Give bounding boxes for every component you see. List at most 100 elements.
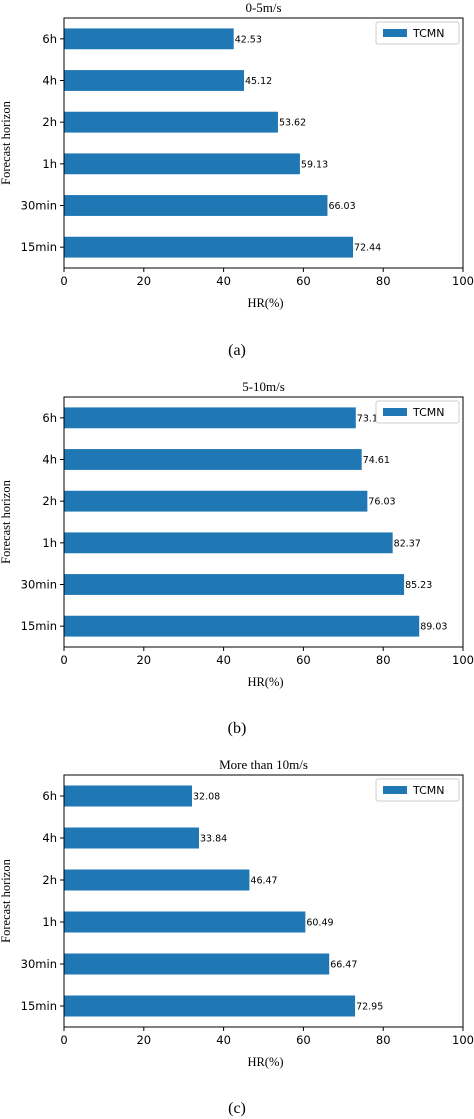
x-tick-label: 80 <box>376 1033 391 1047</box>
y-tick-label: 4h <box>42 74 57 88</box>
x-tick-label: 60 <box>296 274 311 288</box>
bar <box>64 449 362 470</box>
bar-value-label: 42.53 <box>235 34 262 45</box>
bar-value-label: 33.84 <box>200 834 227 845</box>
y-axis-label: Forecast horizon <box>0 479 13 563</box>
axes-frame <box>63 774 464 1028</box>
legend-box <box>375 778 460 802</box>
y-tick-label: 15min <box>21 999 57 1013</box>
x-tick-label: 40 <box>216 1033 231 1047</box>
y-tick-label: 1h <box>42 157 57 171</box>
x-tick-label: 60 <box>296 653 311 667</box>
bar-value-label: 72.95 <box>356 1002 383 1013</box>
bar-value-label: 72.44 <box>354 243 381 254</box>
y-axis-label: Forecast horizon <box>0 858 13 942</box>
y-axis-label: Forecast horizon <box>0 100 13 184</box>
bar <box>64 953 330 975</box>
bar <box>64 70 245 91</box>
bar-value-label: 60.49 <box>306 918 333 929</box>
y-tick-label: 30min <box>21 957 57 971</box>
bar <box>64 827 200 849</box>
x-axis-label: HR(%) <box>247 675 283 689</box>
bar <box>64 236 354 258</box>
bar <box>64 869 250 891</box>
panel-caption: (c) <box>228 1100 246 1117</box>
bar <box>64 785 192 807</box>
x-tick-label: 40 <box>216 274 231 288</box>
legend: TCMN <box>375 400 460 424</box>
bar-value-label: 32.08 <box>193 792 220 803</box>
y-tick-label: 6h <box>42 411 57 425</box>
bar-value-label: 53.62 <box>279 118 306 129</box>
bar <box>64 995 356 1017</box>
y-tick-label: 30min <box>21 199 57 213</box>
x-tick-label: 100 <box>452 1033 474 1047</box>
chart-panel-a: 0-5m/s 15min 72.44 30min 66.03 1h 59.13 2h 53.62… <box>0 0 474 359</box>
bar <box>64 111 278 133</box>
bar-value-label: 74.61 <box>363 455 390 466</box>
x-tick-label: 60 <box>296 1033 311 1047</box>
x-tick-label: 0 <box>60 274 67 288</box>
bar-value-label: 66.03 <box>328 201 355 212</box>
x-tick-label: 80 <box>376 274 391 288</box>
y-tick-label: 4h <box>42 831 57 845</box>
legend: TCMN <box>375 21 460 45</box>
legend-box <box>375 400 460 424</box>
y-tick-label: 2h <box>42 115 57 129</box>
legend-label: TCMN <box>412 27 444 40</box>
y-tick-label: 2h <box>42 494 57 508</box>
bar <box>64 911 306 933</box>
x-tick-label: 0 <box>60 653 67 667</box>
legend: TCMN <box>375 778 460 802</box>
x-tick-label: 20 <box>136 1033 151 1047</box>
bar <box>64 407 356 429</box>
x-tick-label: 20 <box>136 274 151 288</box>
bar <box>64 490 368 512</box>
panel-caption: (b) <box>228 720 247 737</box>
y-tick-label: 6h <box>42 32 57 46</box>
bar <box>64 153 300 175</box>
bar <box>64 574 405 595</box>
legend-swatch <box>383 786 407 794</box>
chart-panel-c: More than 10m/s 15min 72.95 30min 66.47 1h 60.… <box>0 757 474 1117</box>
x-axis-label: HR(%) <box>247 1055 283 1069</box>
bar <box>64 195 328 216</box>
legend-swatch <box>383 408 407 416</box>
panel-caption: (a) <box>228 342 246 359</box>
bar-value-label: 85.23 <box>405 580 432 591</box>
bar-value-label: 66.47 <box>330 960 357 971</box>
axes-frame <box>63 396 464 648</box>
x-axis-label: HR(%) <box>247 296 283 310</box>
chart-title: 5-10m/s <box>242 379 285 394</box>
y-tick-label: 1h <box>42 536 57 550</box>
x-tick-label: 100 <box>452 653 474 667</box>
bar-value-label: 46.47 <box>250 876 277 887</box>
chart-title: 0-5m/s <box>245 0 281 15</box>
y-tick-label: 4h <box>42 453 57 467</box>
chart-title: More than 10m/s <box>219 757 308 772</box>
legend-swatch <box>383 29 407 37</box>
legend-box <box>375 21 460 45</box>
bar-value-label: 76.03 <box>368 497 395 508</box>
y-tick-label: 1h <box>42 915 57 929</box>
y-tick-label: 15min <box>21 619 57 633</box>
y-tick-label: 15min <box>21 240 57 254</box>
x-tick-label: 100 <box>452 274 474 288</box>
legend-label: TCMN <box>412 406 444 419</box>
bar-value-label: 73.13 <box>357 413 384 424</box>
bar <box>64 532 393 554</box>
chart-panel-b: 5-10m/s 15min 89.03 30min 85.23 1h 82.37 2h 76.0… <box>0 379 474 737</box>
x-tick-label: 20 <box>136 653 151 667</box>
axes-frame <box>63 17 464 269</box>
x-tick-label: 40 <box>216 653 231 667</box>
y-tick-label: 2h <box>42 873 57 887</box>
bar <box>64 615 420 637</box>
y-tick-label: 6h <box>42 789 57 803</box>
x-tick-label: 80 <box>376 653 391 667</box>
bar <box>64 28 234 50</box>
bar-value-label: 82.37 <box>394 538 421 549</box>
legend-label: TCMN <box>412 784 444 797</box>
y-tick-label: 30min <box>21 578 57 592</box>
bar-value-label: 45.12 <box>245 76 272 87</box>
